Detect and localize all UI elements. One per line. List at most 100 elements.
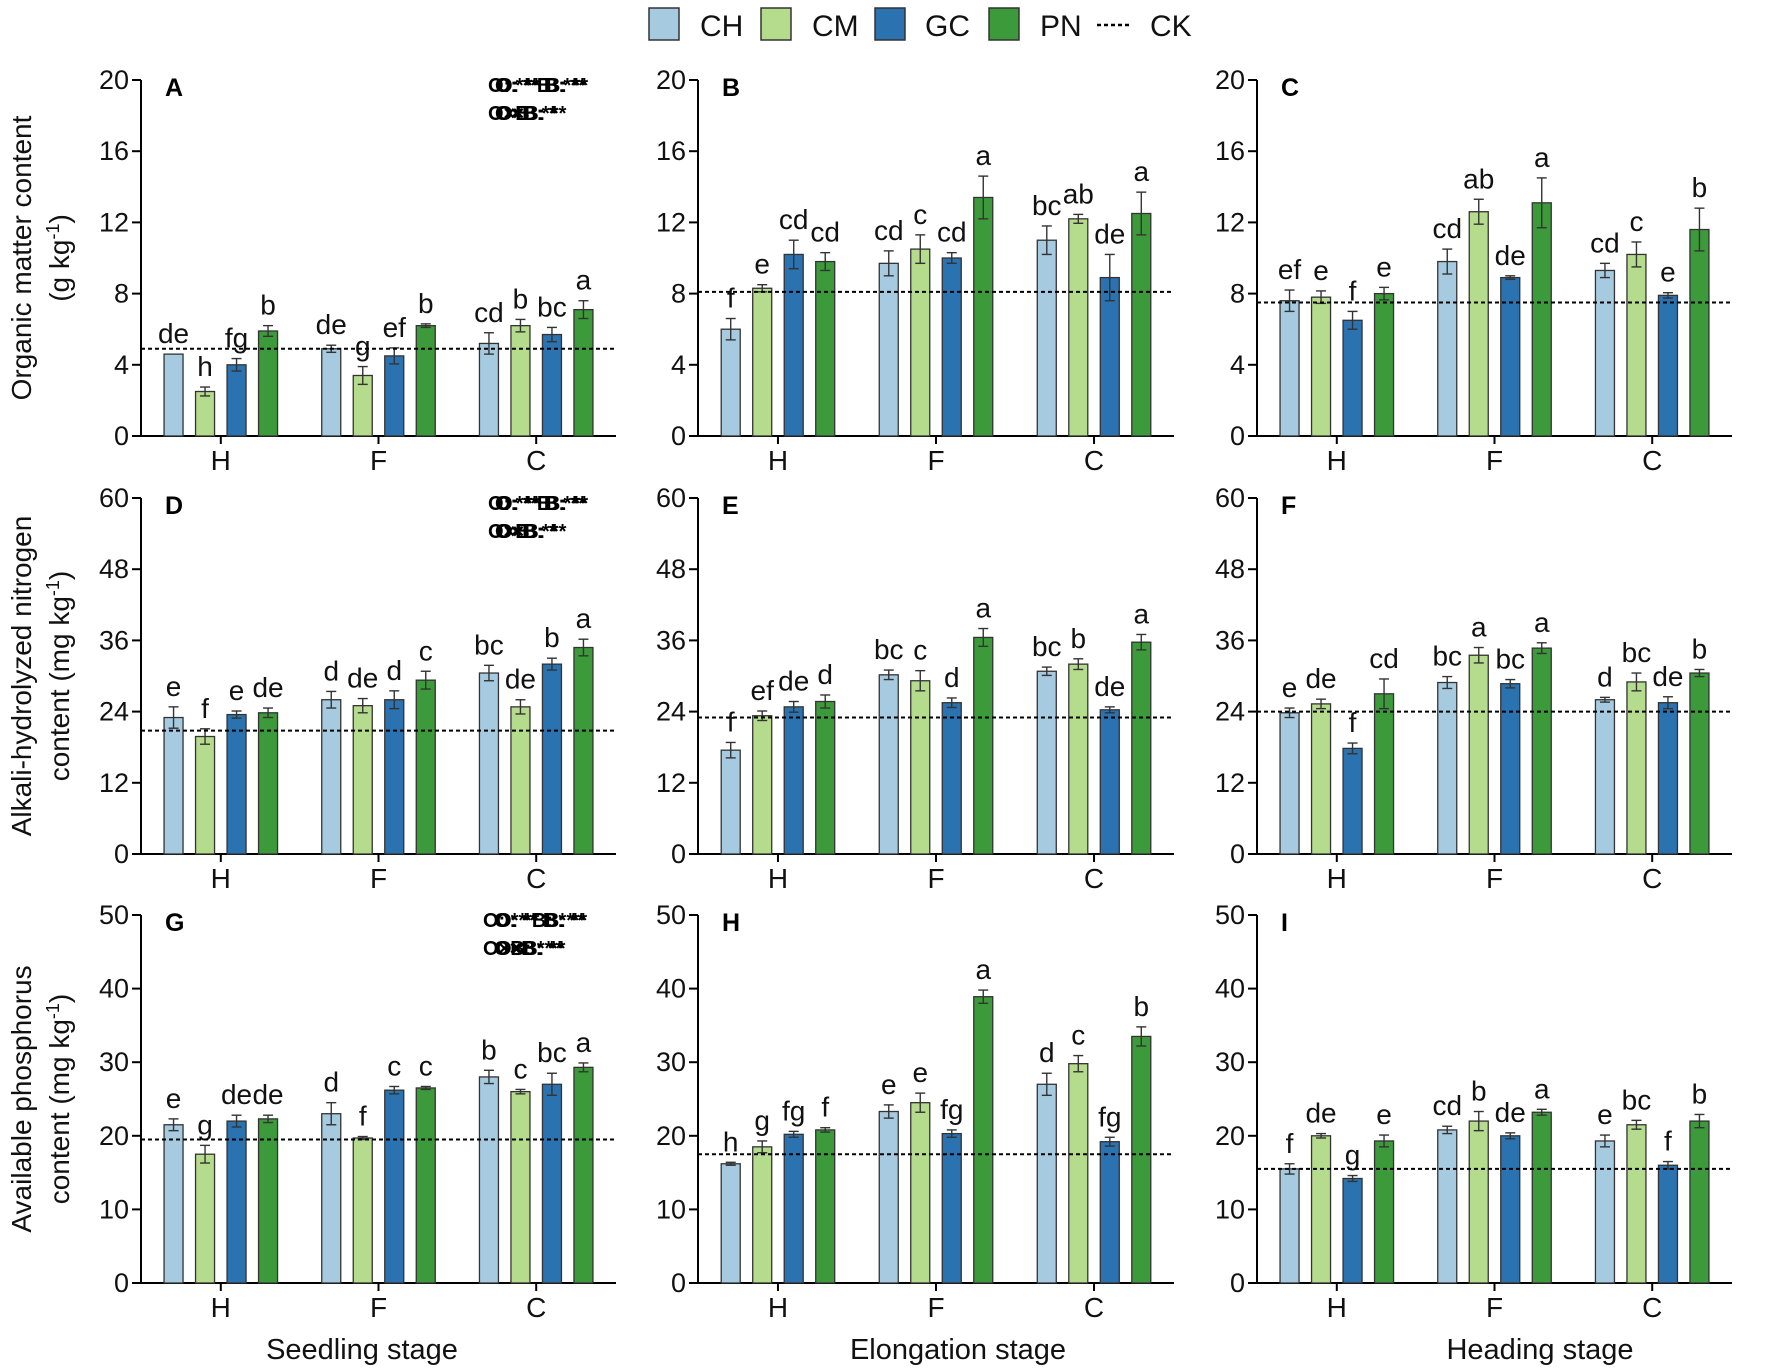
y-axis-label-line2: (g kg-1) — [43, 214, 75, 302]
significance-letter: e — [1282, 672, 1298, 703]
x-tick-label: F — [1486, 445, 1503, 476]
bar — [752, 287, 773, 437]
significance-letter: fg — [1098, 1101, 1121, 1132]
significance-letter: de — [1652, 661, 1683, 692]
bar — [910, 680, 931, 855]
anova-stats-main: O: ** B: ** — [497, 493, 588, 515]
y-tick-label: 0 — [114, 839, 129, 869]
anova-stats-main: O: ** B: ** — [495, 493, 586, 515]
bar — [1279, 712, 1300, 855]
bar — [752, 715, 773, 855]
significance-letter: de — [347, 663, 378, 694]
bar — [1531, 1111, 1552, 1284]
significance-letter: f — [1664, 1126, 1672, 1157]
legend-label-cm: CM — [812, 10, 859, 43]
bar — [194, 390, 216, 437]
bar — [941, 257, 962, 437]
y-tick-label: 12 — [1215, 207, 1245, 237]
bar — [1657, 702, 1679, 855]
bar — [910, 1102, 931, 1284]
panel-letter: I — [1281, 909, 1288, 937]
significance-letter: b — [1692, 172, 1708, 203]
significance-letter: de — [252, 1079, 283, 1110]
bar — [1500, 276, 1521, 437]
significance-letter: cd — [1432, 1090, 1462, 1121]
x-tick-label: H — [768, 863, 788, 894]
x-tick-label: H — [211, 1292, 231, 1323]
significance-letter: f — [1349, 707, 1357, 738]
significance-letter: e — [229, 675, 245, 706]
bar — [415, 679, 436, 855]
y-tick-label: 20 — [99, 65, 129, 95]
significance-letter: d — [1597, 661, 1613, 692]
x-axis-label-stage: Elongation stage — [850, 1334, 1066, 1366]
y-tick-label: 24 — [656, 697, 686, 727]
bar — [815, 260, 836, 437]
bar — [1626, 681, 1647, 855]
bar — [415, 1087, 436, 1284]
bar — [573, 1066, 594, 1284]
bar — [1468, 211, 1489, 437]
anova-stats-interaction: O×B: * — [495, 521, 557, 543]
bar — [1531, 202, 1552, 437]
bar — [783, 706, 804, 855]
bar — [1689, 1120, 1710, 1284]
significance-letter: cd — [1432, 213, 1462, 244]
bar — [1342, 1177, 1363, 1284]
significance-letter: f — [201, 693, 209, 724]
bar — [1036, 670, 1057, 855]
bar — [226, 1120, 247, 1284]
bar — [510, 324, 531, 437]
legend-swatch-cm — [760, 7, 792, 41]
legend-swatch-pn — [988, 7, 1020, 41]
anova-stats-main: O: ** B: ** — [483, 910, 574, 932]
bar — [1500, 683, 1521, 855]
y-tick-label: 50 — [656, 900, 686, 930]
bar — [321, 348, 342, 437]
y-tick-label: 12 — [99, 768, 129, 798]
x-tick-label: F — [927, 445, 944, 476]
bar — [783, 1133, 804, 1284]
y-tick-label: 10 — [99, 1194, 129, 1224]
bar — [163, 1124, 184, 1284]
significance-letter: e — [912, 1057, 928, 1088]
significance-letter: g — [1345, 1140, 1361, 1171]
y-tick-label: 4 — [1230, 350, 1245, 380]
bar — [510, 1090, 531, 1284]
significance-letter: f — [727, 706, 735, 737]
bar — [973, 996, 994, 1284]
bar — [1131, 641, 1152, 855]
significance-letter: de — [1094, 671, 1125, 702]
significance-letter: bc — [1622, 1084, 1652, 1115]
significance-letter: a — [576, 265, 592, 296]
bar — [1594, 1140, 1616, 1284]
significance-letter: bc — [474, 629, 504, 660]
bar — [1310, 1135, 1332, 1284]
x-axis-label-stage: Seedling stage — [266, 1334, 458, 1366]
y-tick-label: 50 — [99, 900, 129, 930]
significance-letter: cd — [1590, 227, 1620, 258]
y-tick-label: 8 — [114, 279, 129, 309]
bar — [1036, 239, 1057, 437]
y-tick-label: 12 — [99, 207, 129, 237]
bar — [1373, 693, 1395, 855]
bar — [1657, 1164, 1679, 1284]
bar — [973, 196, 994, 437]
significance-letter: h — [723, 1126, 739, 1157]
anova-stats-interaction: O×B: ** — [483, 938, 553, 960]
significance-letter: de — [252, 672, 283, 703]
bar — [1689, 228, 1710, 437]
bar — [1468, 654, 1489, 855]
bar — [1099, 709, 1120, 855]
significance-letter: b — [544, 622, 560, 653]
bar — [1279, 1168, 1300, 1284]
anova-stats-main: O: ** B: ** — [497, 75, 588, 97]
y-tick-label: 0 — [114, 421, 129, 451]
bar — [878, 262, 899, 437]
anova-stats-main: O: ** B: ** — [494, 910, 585, 932]
y-tick-label: 48 — [99, 554, 129, 584]
significance-letter: a — [576, 603, 592, 634]
